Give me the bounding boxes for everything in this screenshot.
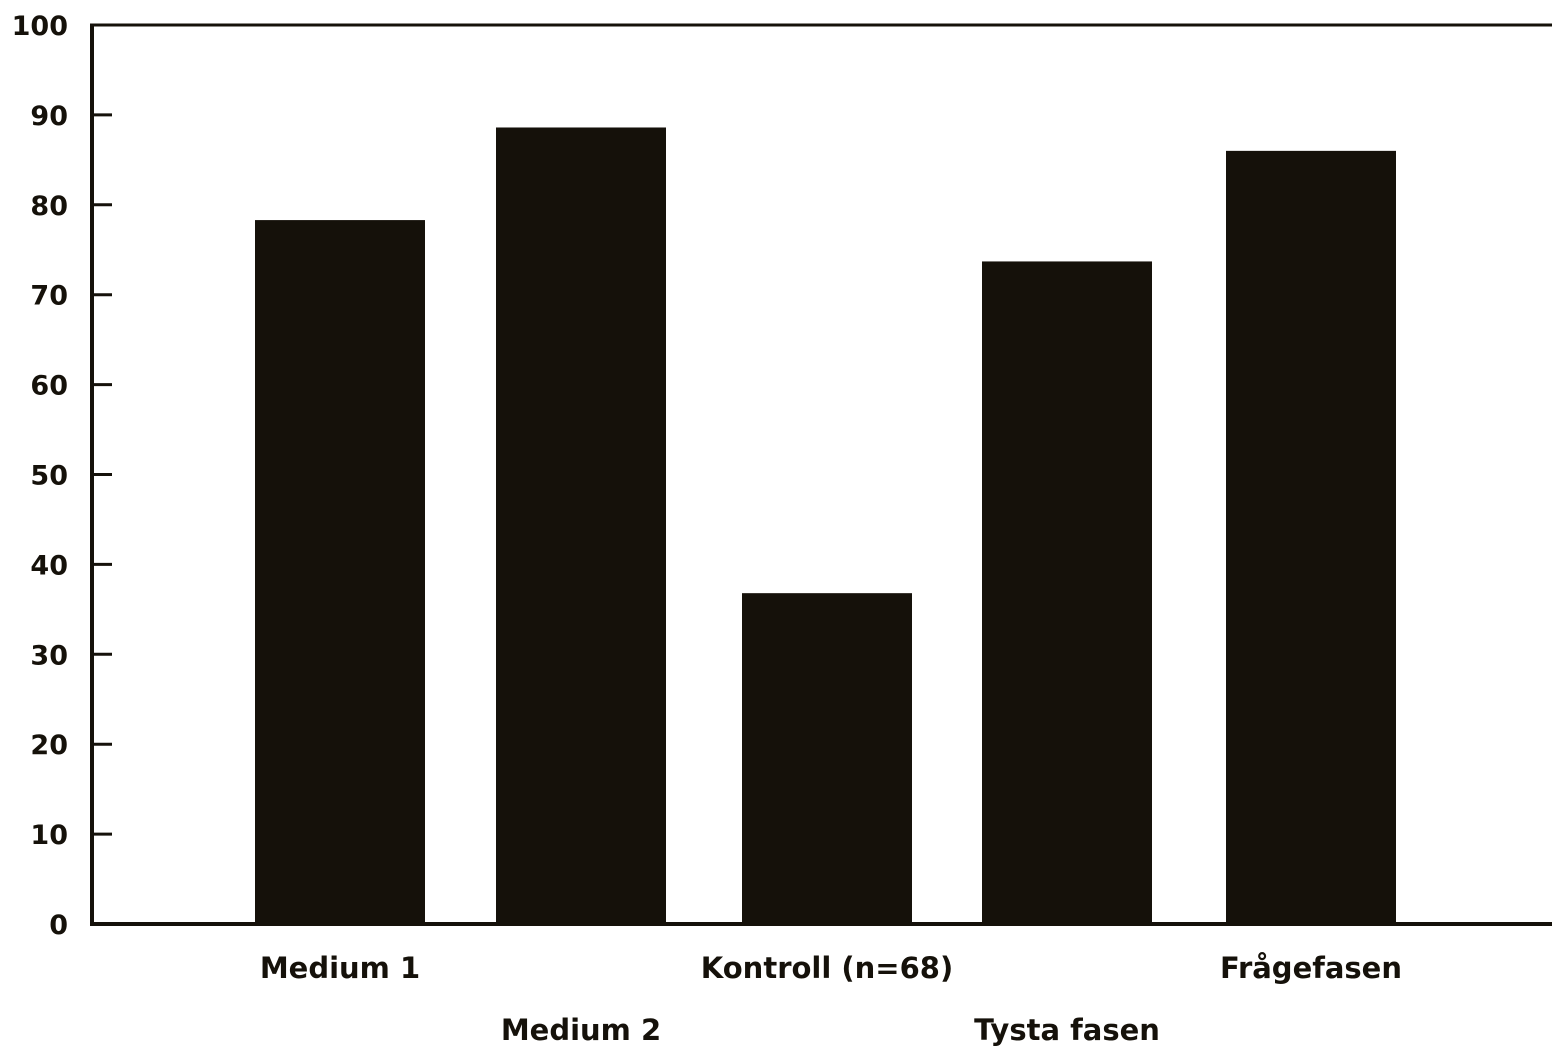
y-tick-label: 20 (30, 730, 68, 761)
x-tick-label: Frågefasen (1220, 951, 1402, 985)
y-tick-label: 50 (30, 461, 68, 492)
x-axis-labels: Medium 1 Medium 2 Kontroll (n=68) Tysta fas… (260, 951, 1402, 1047)
bar (496, 127, 666, 924)
y-axis: 0 10 20 30 40 50 60 70 80 90 100 (12, 11, 112, 941)
y-tick-label: 100 (12, 11, 68, 42)
y-tick-label: 80 (30, 191, 68, 222)
y-tick-label: 40 (30, 550, 68, 581)
bar (1226, 150, 1396, 925)
bars-layer (255, 127, 1396, 925)
x-tick-label: Kontroll (n=68) (701, 951, 953, 985)
x-tick-label: Medium 1 (260, 951, 420, 985)
x-tick-label: Medium 2 (501, 1013, 661, 1047)
bar (742, 593, 912, 924)
y-tick-label: 30 (30, 640, 68, 671)
y-tick-label: 10 (30, 820, 68, 851)
y-tick-label: 90 (30, 101, 68, 132)
y-tick-label: 70 (30, 281, 68, 312)
bar (982, 261, 1152, 924)
y-tick-label: 60 (30, 371, 68, 402)
y-tick-label: 0 (49, 910, 68, 941)
x-tick-label: Tysta fasen (974, 1013, 1160, 1047)
bar (255, 220, 425, 924)
